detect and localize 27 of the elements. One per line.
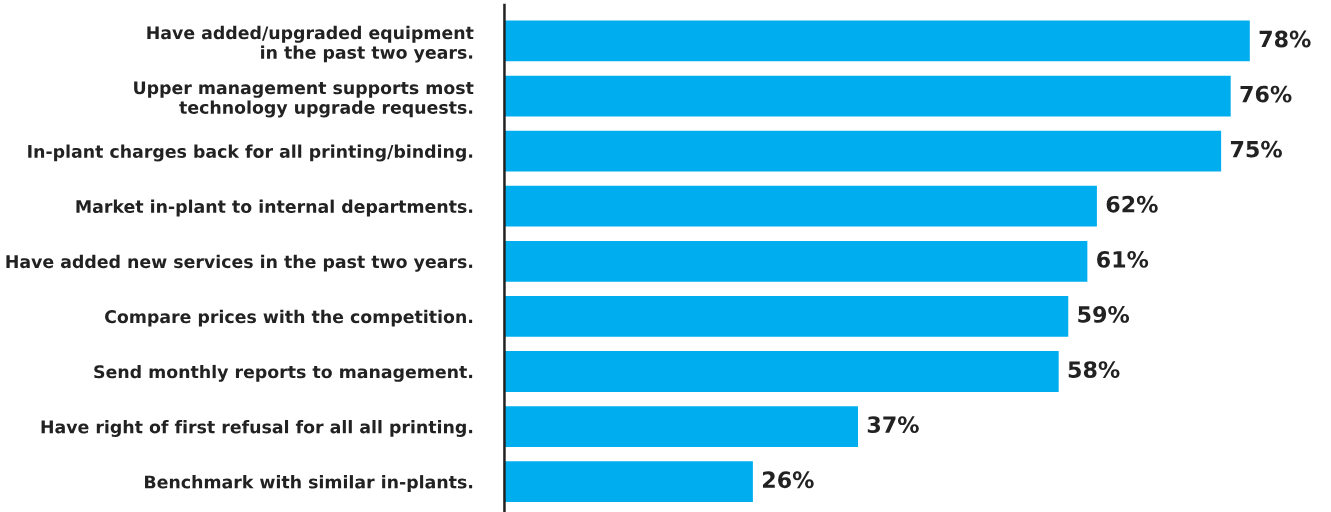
data-label: 58% [1068, 361, 1120, 378]
y-tick-label: Compare prices with the competition. [105, 309, 473, 327]
bar [504, 240, 1088, 282]
data-label: 59% [1078, 306, 1130, 323]
data-label: 61% [1097, 250, 1149, 268]
bar [504, 75, 1231, 117]
data-label: 75% [1230, 140, 1282, 158]
data-label: 37% [867, 416, 919, 434]
bar [504, 20, 1250, 62]
y-tick-label: Have added/upgraded equipment in the past two years. [147, 25, 474, 63]
bar [504, 461, 753, 503]
bar [504, 130, 1222, 172]
bar [504, 351, 1059, 392]
y-tick-label: Upper management supports most technology upgrade requests. [134, 81, 474, 118]
data-label: 62% [1106, 195, 1158, 213]
y-tick-label: Benchmark with similar in-plants. [145, 475, 473, 492]
bar [504, 296, 1069, 337]
data-label: 78% [1259, 30, 1311, 48]
y-tick-label: Send monthly reports to management. [94, 364, 473, 382]
y-tick-label: Have right of first refusal for all all printing. [41, 420, 473, 437]
bar [504, 406, 859, 447]
y-tick-label: In-plant charges back for all printing/binding. [28, 144, 473, 162]
bar [504, 185, 1097, 227]
data-label: 76% [1240, 85, 1292, 103]
data-label: 26% [762, 471, 814, 489]
y-tick-label: Have added new services in the past two years. [6, 254, 473, 272]
y-tick-label: Market in-plant to internal departments. [76, 199, 473, 217]
